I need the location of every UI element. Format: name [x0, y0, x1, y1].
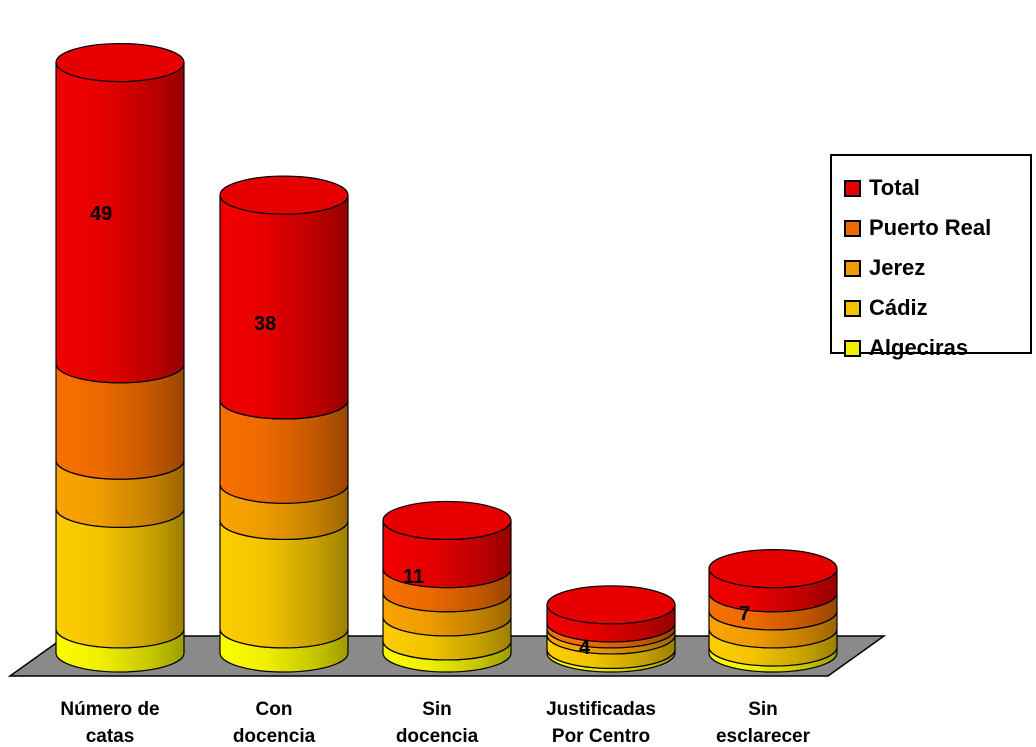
value-label-4: 7: [739, 603, 750, 625]
legend-item-jerez: Jerez: [844, 248, 1030, 288]
legend-label-c-diz: Cádiz: [869, 295, 928, 320]
legend-item-puerto-real: Puerto Real: [844, 208, 1030, 248]
legend-label-puerto-real: Puerto Real: [869, 215, 992, 240]
category-label-2-line-0: Sin: [422, 699, 452, 720]
legend-item-algeciras: Algeciras: [844, 328, 1030, 368]
legend-label-total: Total: [869, 175, 920, 200]
legend-swatch-puerto-real: [844, 219, 861, 237]
bar-segment-c-diz-0: [55, 508, 185, 649]
category-label-1-line-1: docencia: [233, 726, 316, 747]
category-label-1-line-0: Con: [256, 699, 293, 720]
bar-top-4: [708, 549, 838, 589]
bar-segment-total-0: [55, 62, 185, 384]
legend-swatch-total: [844, 179, 861, 197]
bar-top-1: [219, 175, 349, 215]
category-label-3-line-0: Justificadas: [546, 699, 656, 720]
bar-top-2: [382, 500, 512, 541]
legend-label-algeciras: Algeciras: [869, 335, 969, 360]
legend-swatch-jerez: [844, 259, 861, 277]
legend-item-c-diz: Cádiz: [844, 288, 1030, 328]
value-label-0: 49: [90, 203, 112, 225]
bar-top-0: [55, 42, 185, 83]
category-label-4-line-0: Sin: [748, 699, 778, 720]
legend-swatch-algeciras: [844, 339, 861, 357]
legend-swatch-c-diz: [844, 299, 861, 317]
value-label-2: 11: [403, 566, 424, 588]
bar-segment-total-1: [219, 195, 349, 420]
legend-item-total: Total: [844, 168, 1030, 208]
category-label-0-line-0: Número de: [60, 699, 159, 720]
legend-label-jerez: Jerez: [869, 255, 926, 280]
category-label-0-line-1: catas: [86, 726, 135, 747]
category-label-4-line-1: esclarecer: [716, 726, 811, 747]
value-label-3: 4: [579, 637, 591, 659]
legend: Total Puerto Real Jerez Cádiz Algeciras: [830, 154, 1032, 360]
bar-top-3: [546, 585, 676, 625]
category-label-3-line-1: Por Centro: [552, 726, 650, 747]
value-label-1: 38: [254, 313, 276, 335]
category-label-2-line-1: docencia: [396, 726, 479, 747]
